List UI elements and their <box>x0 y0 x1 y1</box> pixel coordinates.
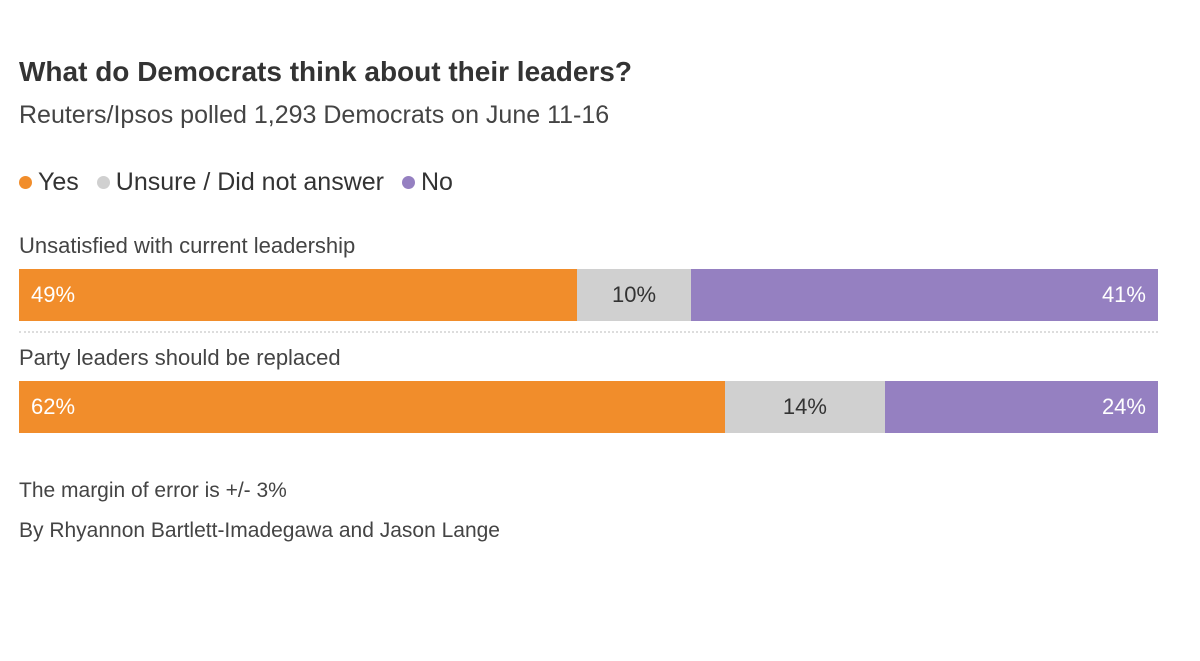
bar-segment-yes: 62% <box>19 381 726 433</box>
margin-of-error-note: The margin of error is +/- 3% <box>19 479 287 502</box>
legend-dot-icon <box>19 176 32 189</box>
chart-subtitle: Reuters/Ipsos polled 1,293 Democrats on … <box>19 101 610 129</box>
bar-segment-unsure: 10% <box>577 269 691 321</box>
data-label: 49% <box>31 282 76 307</box>
legend-label: Yes <box>38 168 79 196</box>
bar-segment-unsure: 14% <box>725 381 885 433</box>
data-label: 14% <box>782 394 827 419</box>
divider <box>19 331 1158 333</box>
stacked-bar-unsatisfied: 49% 10% 41% <box>19 269 1158 321</box>
legend-item-no: No <box>401 168 453 197</box>
category-label: Unsatisfied with current leadership <box>19 233 356 258</box>
data-label: 62% <box>31 394 76 419</box>
bar-segment-no: 24% <box>884 381 1158 433</box>
category-label: Party leaders should be replaced <box>19 345 341 370</box>
legend-dot-icon <box>96 176 110 189</box>
chart-title: What do Democrats think about their lead… <box>19 56 632 87</box>
stacked-bar-replaced: 62% 14% 24% <box>19 381 1158 433</box>
legend: Yes Unsure / Did not answer No <box>19 168 453 197</box>
legend-label: No <box>420 168 453 196</box>
legend-item-unsure: Unsure / Did not answer <box>96 168 384 197</box>
legend-label: Unsure / Did not answer <box>115 168 384 196</box>
data-label: 10% <box>612 282 657 307</box>
bar-segment-yes: 49% <box>19 269 578 321</box>
byline: By Rhyannon Bartlett-Imadegawa and Jason… <box>19 519 500 542</box>
legend-item-yes: Yes <box>19 168 79 197</box>
legend-dot-icon <box>401 176 415 189</box>
bar-segment-no: 41% <box>691 269 1158 321</box>
data-label: 24% <box>1101 394 1146 419</box>
data-label: 41% <box>1101 282 1146 307</box>
